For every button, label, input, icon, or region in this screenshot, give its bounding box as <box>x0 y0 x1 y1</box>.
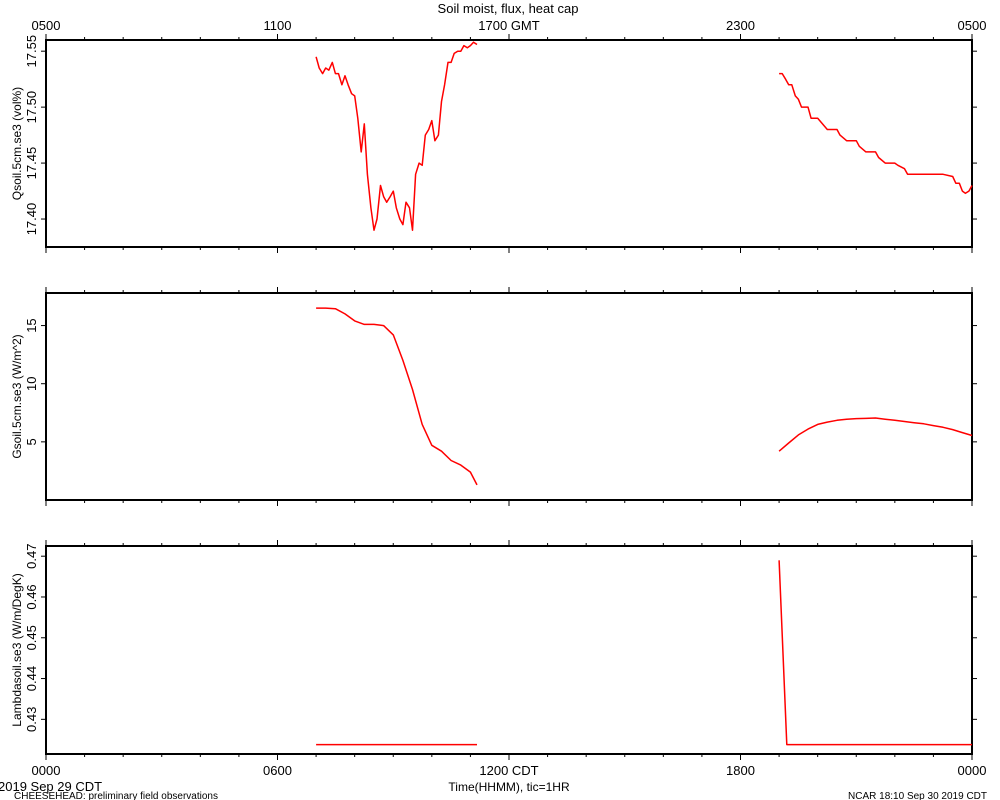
series-line <box>779 72 973 195</box>
y-tick-label: 17.45 <box>24 147 39 180</box>
plot-frame <box>45 545 973 755</box>
x-tick-label-gmt: 1700 GMT <box>478 18 539 33</box>
y-tick-label: 0.46 <box>24 584 39 609</box>
series-line <box>316 307 478 486</box>
y-tick-label: 5 <box>24 438 39 445</box>
date-label: 2019 Sep 29 CDT <box>0 779 102 794</box>
x-tick-label-cdt: 0000 <box>32 763 61 778</box>
series-line <box>778 560 972 746</box>
chart-panels: 17.40 17.45 17.50 17.55 Qsoil.5cm.se3 (vol%)… <box>10 18 986 778</box>
x-tick-label-gmt: 0500 <box>958 18 987 33</box>
y-tick-label: 0.47 <box>24 544 39 569</box>
y-tick-label: 17.55 <box>24 35 39 68</box>
y-tick-label: 10 <box>24 376 39 390</box>
y-tick-label: 0.44 <box>24 666 39 691</box>
y-axis-label: Gsoil.5cm.se3 (W/m^2) <box>10 334 24 458</box>
y-axis-label: Qsoil.5cm.se3 (vol%) <box>10 87 24 200</box>
y-tick-label: 17.50 <box>24 91 39 124</box>
x-tick-label-gmt: 1100 <box>264 18 292 33</box>
panel-1: 17.40 17.45 17.50 17.55 Qsoil.5cm.se3 (vol%) <box>10 34 977 253</box>
footer-right: NCAR 18:10 Sep 30 2019 CDT <box>848 791 987 800</box>
x-tick-label-gmt: 0500 <box>32 18 61 33</box>
x-tick-label-gmt: 2300 <box>726 18 755 33</box>
x-tick-label-cdt: 1200 CDT <box>479 763 538 778</box>
chart-title: Soil moist, flux, heat cap <box>438 1 579 16</box>
x-tick-label-cdt: 0600 <box>263 763 292 778</box>
series-line <box>778 417 973 452</box>
series-line <box>315 41 478 231</box>
y-tick-label: 15 <box>24 318 39 332</box>
footer-left: CHEESEHEAD: preliminary field observatio… <box>14 791 218 800</box>
plot-frame <box>45 292 973 501</box>
x-tick-label-cdt: 1800 <box>726 763 755 778</box>
y-axis-label: Lambdasoil.se3 (W/m/DegK) <box>10 573 24 726</box>
y-tick-label: 0.45 <box>24 625 39 650</box>
x-axis-label: Time(HHMM), tic=1HR <box>448 780 570 794</box>
plot-frame <box>45 39 973 248</box>
y-tick-label: 0.43 <box>24 707 39 732</box>
x-tick-label-cdt: 0000 <box>958 763 987 778</box>
y-tick-label: 17.40 <box>24 203 39 236</box>
